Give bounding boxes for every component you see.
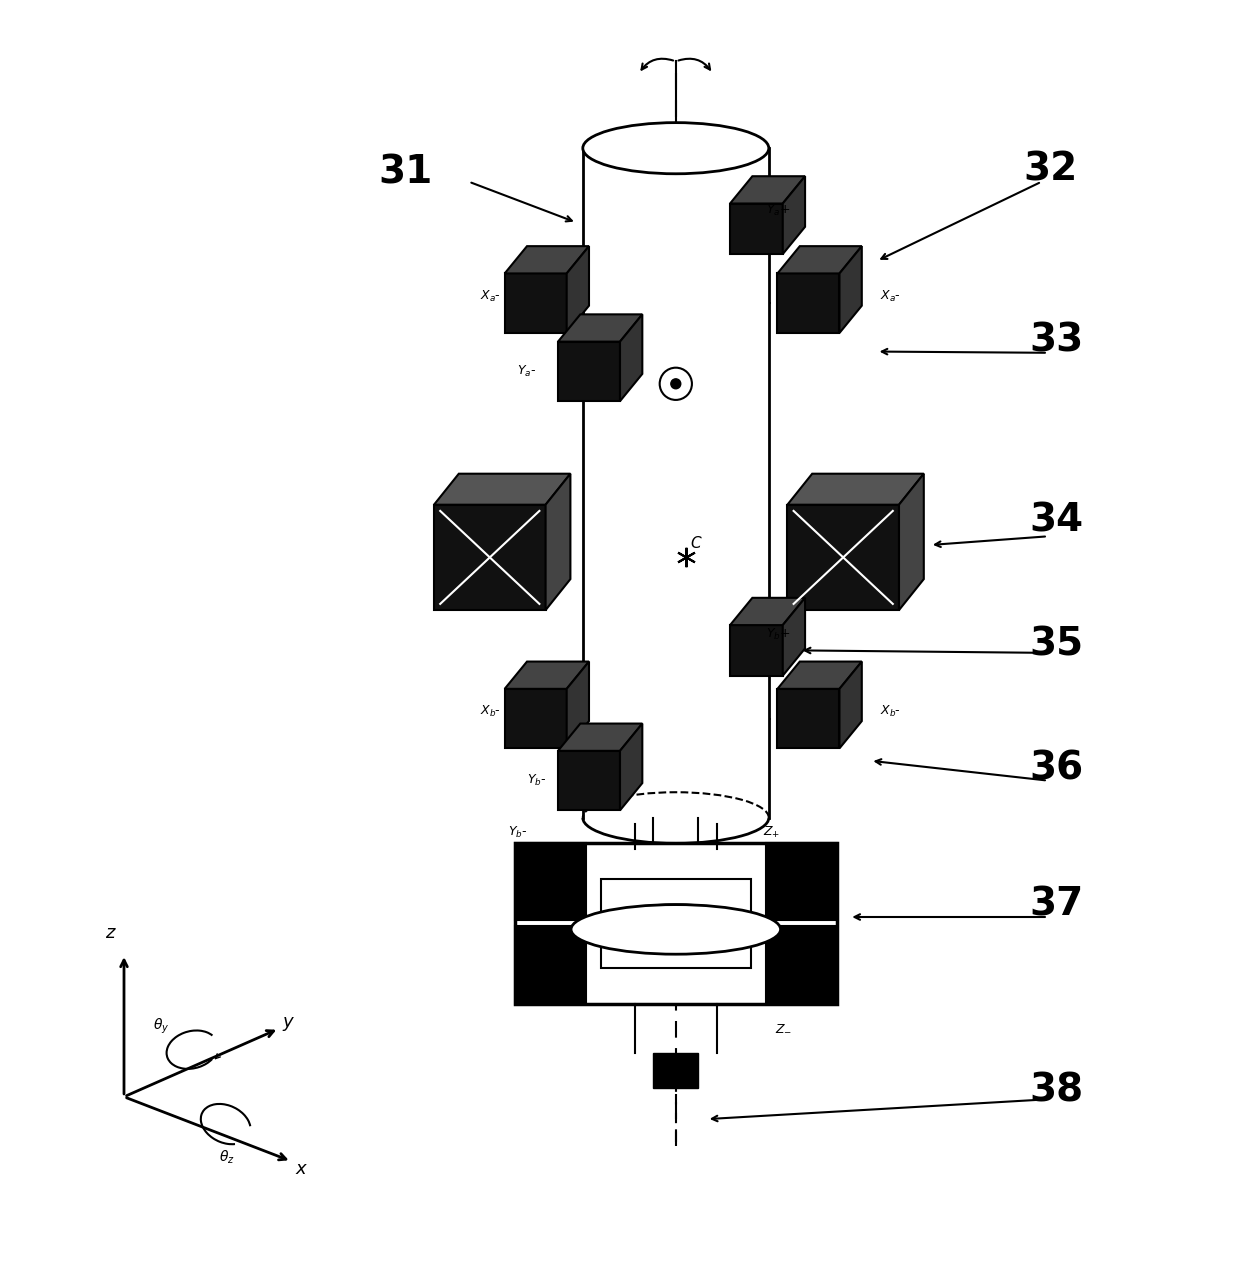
Text: y: y [283, 1013, 294, 1031]
Polygon shape [558, 723, 642, 750]
Text: 36: 36 [1029, 749, 1084, 787]
Bar [766, 926, 837, 1004]
Text: $\theta_y$: $\theta_y$ [153, 1017, 169, 1036]
Text: $Y_{b}$-: $Y_{b}$- [527, 773, 547, 789]
Polygon shape [620, 723, 642, 810]
Polygon shape [505, 661, 589, 689]
Bar [558, 342, 620, 401]
Text: x: x [295, 1160, 306, 1178]
Text: 38: 38 [1029, 1072, 1084, 1110]
Bar [777, 273, 839, 333]
Bar [505, 689, 567, 748]
Polygon shape [839, 246, 862, 333]
Bar [653, 1054, 698, 1088]
Bar [515, 926, 585, 1004]
Ellipse shape [583, 122, 769, 174]
Polygon shape [558, 314, 642, 342]
Polygon shape [730, 176, 805, 203]
Text: $Y_{b}$+: $Y_{b}$+ [766, 627, 791, 642]
Polygon shape [777, 246, 862, 273]
Text: $Y_{a}$-: $Y_{a}$- [517, 364, 537, 379]
Polygon shape [505, 246, 589, 273]
Text: z: z [105, 924, 115, 942]
Text: 33: 33 [1029, 322, 1084, 360]
Polygon shape [782, 176, 805, 254]
Polygon shape [730, 598, 805, 625]
Bar [730, 625, 782, 676]
Bar [434, 505, 546, 610]
Bar [787, 505, 899, 610]
Text: 34: 34 [1029, 501, 1084, 540]
Text: $X_{b}$-: $X_{b}$- [880, 704, 901, 718]
Polygon shape [899, 473, 924, 610]
Text: $X_{a}$-: $X_{a}$- [880, 288, 901, 304]
Text: $Z_{-}$: $Z_{-}$ [775, 1021, 792, 1034]
Bar [730, 203, 782, 254]
Ellipse shape [608, 905, 744, 935]
Text: $X_{a}$-: $X_{a}$- [480, 288, 501, 304]
Text: $X_{b}$-: $X_{b}$- [480, 704, 501, 718]
Polygon shape [782, 598, 805, 676]
Text: $Y_{b}$-: $Y_{b}$- [508, 826, 528, 841]
Bar [601, 879, 751, 967]
Bar [505, 273, 567, 333]
Bar [515, 842, 585, 920]
Text: C: C [691, 536, 702, 551]
Polygon shape [567, 246, 589, 333]
Polygon shape [567, 661, 589, 748]
Bar [558, 750, 620, 810]
Polygon shape [777, 661, 862, 689]
Polygon shape [434, 473, 570, 505]
Polygon shape [546, 473, 570, 610]
Text: $Z_{+}$: $Z_{+}$ [763, 826, 780, 841]
Ellipse shape [572, 905, 781, 954]
Text: 32: 32 [1023, 151, 1078, 189]
Bar [653, 818, 698, 842]
Bar [583, 148, 769, 818]
Polygon shape [839, 661, 862, 748]
Text: 35: 35 [1029, 625, 1084, 664]
Text: $\theta_z$: $\theta_z$ [219, 1148, 236, 1166]
Bar [766, 842, 837, 920]
Polygon shape [620, 314, 642, 401]
Text: 37: 37 [1029, 886, 1084, 924]
Text: $Y_{a}$+: $Y_{a}$+ [766, 203, 791, 218]
Text: 31: 31 [378, 154, 433, 191]
Polygon shape [787, 473, 924, 505]
Circle shape [671, 379, 681, 389]
Bar [777, 689, 839, 748]
Circle shape [660, 367, 692, 399]
Bar [515, 842, 837, 1004]
